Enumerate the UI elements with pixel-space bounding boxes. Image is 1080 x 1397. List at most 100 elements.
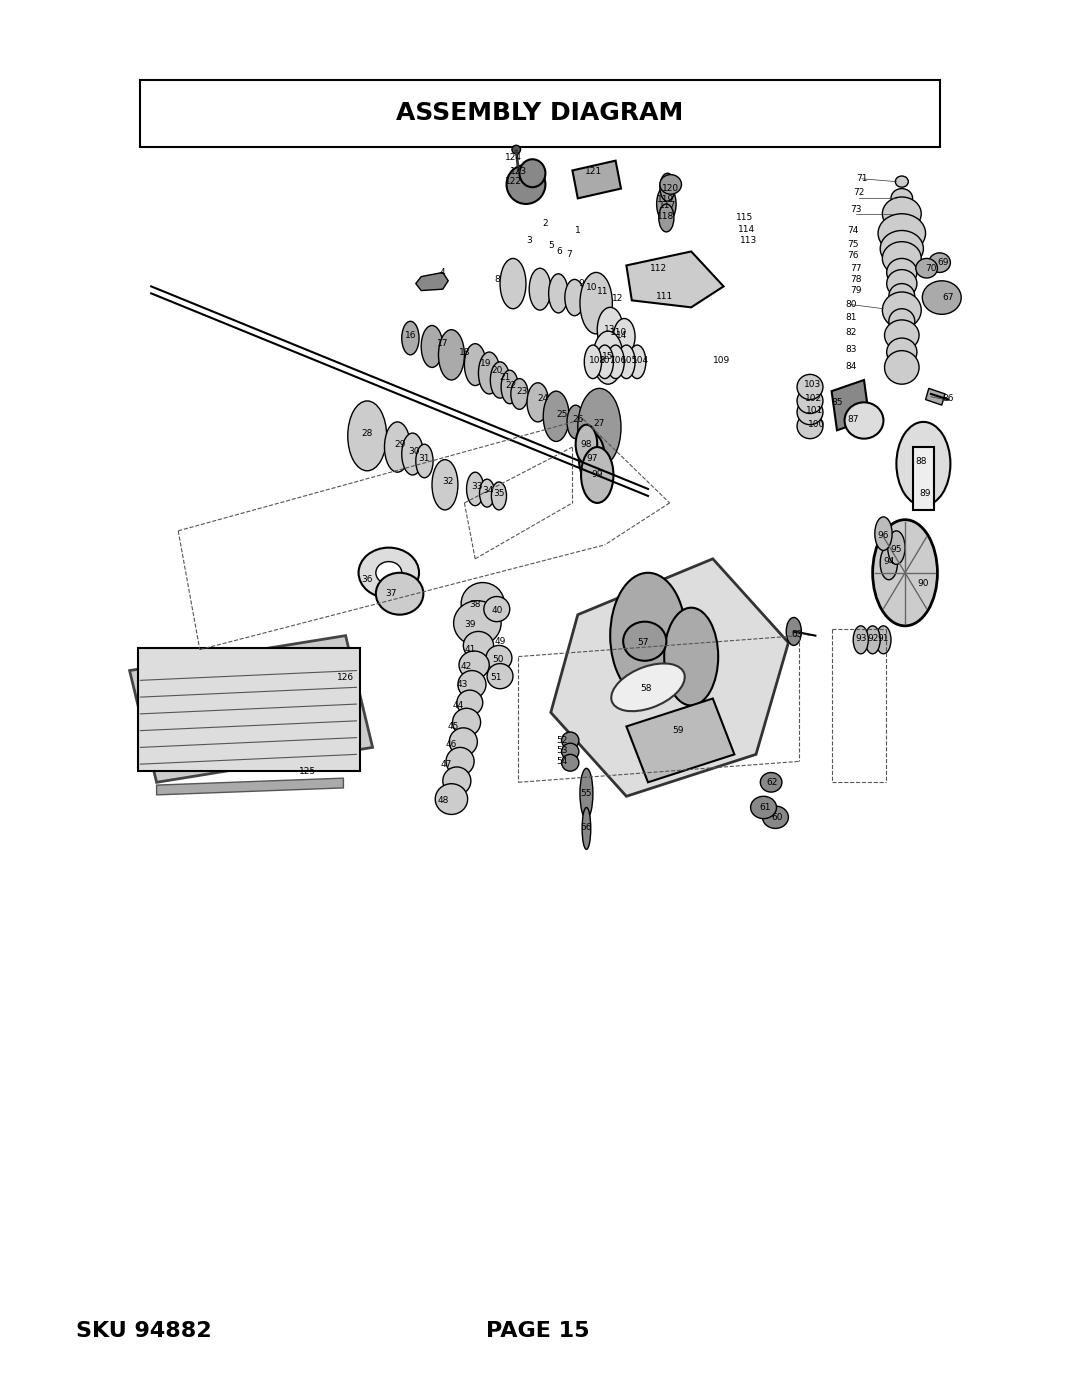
Text: 35: 35 bbox=[494, 489, 504, 497]
Text: ASSEMBLY DIAGRAM: ASSEMBLY DIAGRAM bbox=[396, 101, 684, 126]
Text: 112: 112 bbox=[650, 264, 667, 272]
Ellipse shape bbox=[896, 422, 950, 506]
Ellipse shape bbox=[751, 796, 777, 819]
Text: 34: 34 bbox=[483, 486, 494, 495]
Ellipse shape bbox=[887, 338, 917, 366]
Text: 122: 122 bbox=[504, 177, 522, 186]
Text: 23: 23 bbox=[516, 387, 527, 395]
Ellipse shape bbox=[880, 546, 897, 580]
Ellipse shape bbox=[529, 268, 551, 310]
Text: 72: 72 bbox=[853, 189, 864, 197]
Text: 58: 58 bbox=[640, 685, 651, 693]
Polygon shape bbox=[926, 388, 945, 405]
Ellipse shape bbox=[359, 548, 419, 598]
Ellipse shape bbox=[567, 405, 584, 439]
Text: 53: 53 bbox=[556, 746, 567, 754]
Text: 82: 82 bbox=[846, 328, 856, 337]
Text: 107: 107 bbox=[599, 356, 617, 365]
Ellipse shape bbox=[659, 204, 674, 232]
Text: 104: 104 bbox=[632, 356, 649, 365]
Ellipse shape bbox=[613, 319, 635, 355]
Text: 30: 30 bbox=[408, 447, 419, 455]
Text: 70: 70 bbox=[926, 264, 936, 272]
Text: 79: 79 bbox=[851, 286, 862, 295]
Ellipse shape bbox=[888, 531, 905, 564]
Text: 90: 90 bbox=[918, 580, 929, 588]
Ellipse shape bbox=[416, 444, 433, 478]
Text: 47: 47 bbox=[441, 760, 451, 768]
Ellipse shape bbox=[421, 326, 443, 367]
Text: 46: 46 bbox=[446, 740, 457, 749]
Text: 100: 100 bbox=[808, 420, 825, 429]
Text: 44: 44 bbox=[453, 701, 463, 710]
Text: 86: 86 bbox=[943, 394, 954, 402]
Text: 69: 69 bbox=[937, 258, 948, 267]
Ellipse shape bbox=[478, 352, 500, 394]
Ellipse shape bbox=[657, 186, 676, 222]
Text: 101: 101 bbox=[806, 407, 823, 415]
Ellipse shape bbox=[882, 197, 921, 231]
Ellipse shape bbox=[453, 708, 481, 736]
Ellipse shape bbox=[878, 214, 926, 253]
Ellipse shape bbox=[596, 345, 613, 379]
Text: 14: 14 bbox=[617, 331, 627, 339]
Text: 87: 87 bbox=[848, 415, 859, 423]
Ellipse shape bbox=[484, 597, 510, 622]
Text: 121: 121 bbox=[585, 168, 603, 176]
Ellipse shape bbox=[402, 321, 419, 355]
Text: 25: 25 bbox=[556, 411, 567, 419]
Text: 89: 89 bbox=[920, 489, 931, 497]
Text: 49: 49 bbox=[495, 637, 505, 645]
Text: 81: 81 bbox=[846, 313, 856, 321]
Text: 80: 80 bbox=[846, 300, 856, 309]
Text: 9: 9 bbox=[578, 279, 584, 288]
Text: 5: 5 bbox=[548, 242, 554, 250]
Ellipse shape bbox=[618, 345, 635, 379]
Text: 48: 48 bbox=[437, 796, 448, 805]
Text: 22: 22 bbox=[505, 381, 516, 390]
Text: 19: 19 bbox=[481, 359, 491, 367]
Text: 117: 117 bbox=[659, 201, 676, 210]
Polygon shape bbox=[130, 636, 373, 782]
Text: 13: 13 bbox=[605, 326, 616, 334]
Ellipse shape bbox=[882, 242, 921, 275]
Text: 85: 85 bbox=[832, 398, 842, 407]
Polygon shape bbox=[572, 161, 621, 198]
Text: 7: 7 bbox=[566, 250, 572, 258]
Text: 33: 33 bbox=[472, 482, 483, 490]
Ellipse shape bbox=[438, 330, 464, 380]
Ellipse shape bbox=[519, 159, 545, 187]
Text: 59: 59 bbox=[673, 726, 684, 735]
Text: 41: 41 bbox=[464, 645, 475, 654]
Text: 55: 55 bbox=[581, 789, 592, 798]
Ellipse shape bbox=[611, 664, 685, 711]
Text: 120: 120 bbox=[662, 184, 679, 193]
Ellipse shape bbox=[543, 391, 569, 441]
Ellipse shape bbox=[501, 370, 518, 404]
Text: 125: 125 bbox=[299, 767, 316, 775]
Text: 29: 29 bbox=[394, 440, 405, 448]
Ellipse shape bbox=[891, 189, 913, 208]
Ellipse shape bbox=[480, 479, 495, 507]
Text: 56: 56 bbox=[581, 823, 592, 831]
Text: 6: 6 bbox=[556, 247, 563, 256]
Ellipse shape bbox=[549, 274, 568, 313]
Polygon shape bbox=[626, 698, 734, 782]
Ellipse shape bbox=[464, 344, 486, 386]
Text: 32: 32 bbox=[443, 478, 454, 486]
Text: SKU 94882: SKU 94882 bbox=[76, 1322, 212, 1341]
Ellipse shape bbox=[610, 573, 686, 698]
Ellipse shape bbox=[885, 320, 919, 351]
Text: 88: 88 bbox=[916, 457, 927, 465]
Text: 51: 51 bbox=[490, 673, 501, 682]
Bar bbox=[913, 447, 934, 510]
Text: 96: 96 bbox=[878, 531, 889, 539]
Ellipse shape bbox=[895, 176, 908, 187]
Ellipse shape bbox=[562, 754, 579, 771]
Ellipse shape bbox=[432, 460, 458, 510]
Ellipse shape bbox=[584, 345, 602, 379]
Text: 76: 76 bbox=[848, 251, 859, 260]
Ellipse shape bbox=[885, 351, 919, 384]
Ellipse shape bbox=[486, 645, 512, 671]
Text: 115: 115 bbox=[735, 214, 753, 222]
